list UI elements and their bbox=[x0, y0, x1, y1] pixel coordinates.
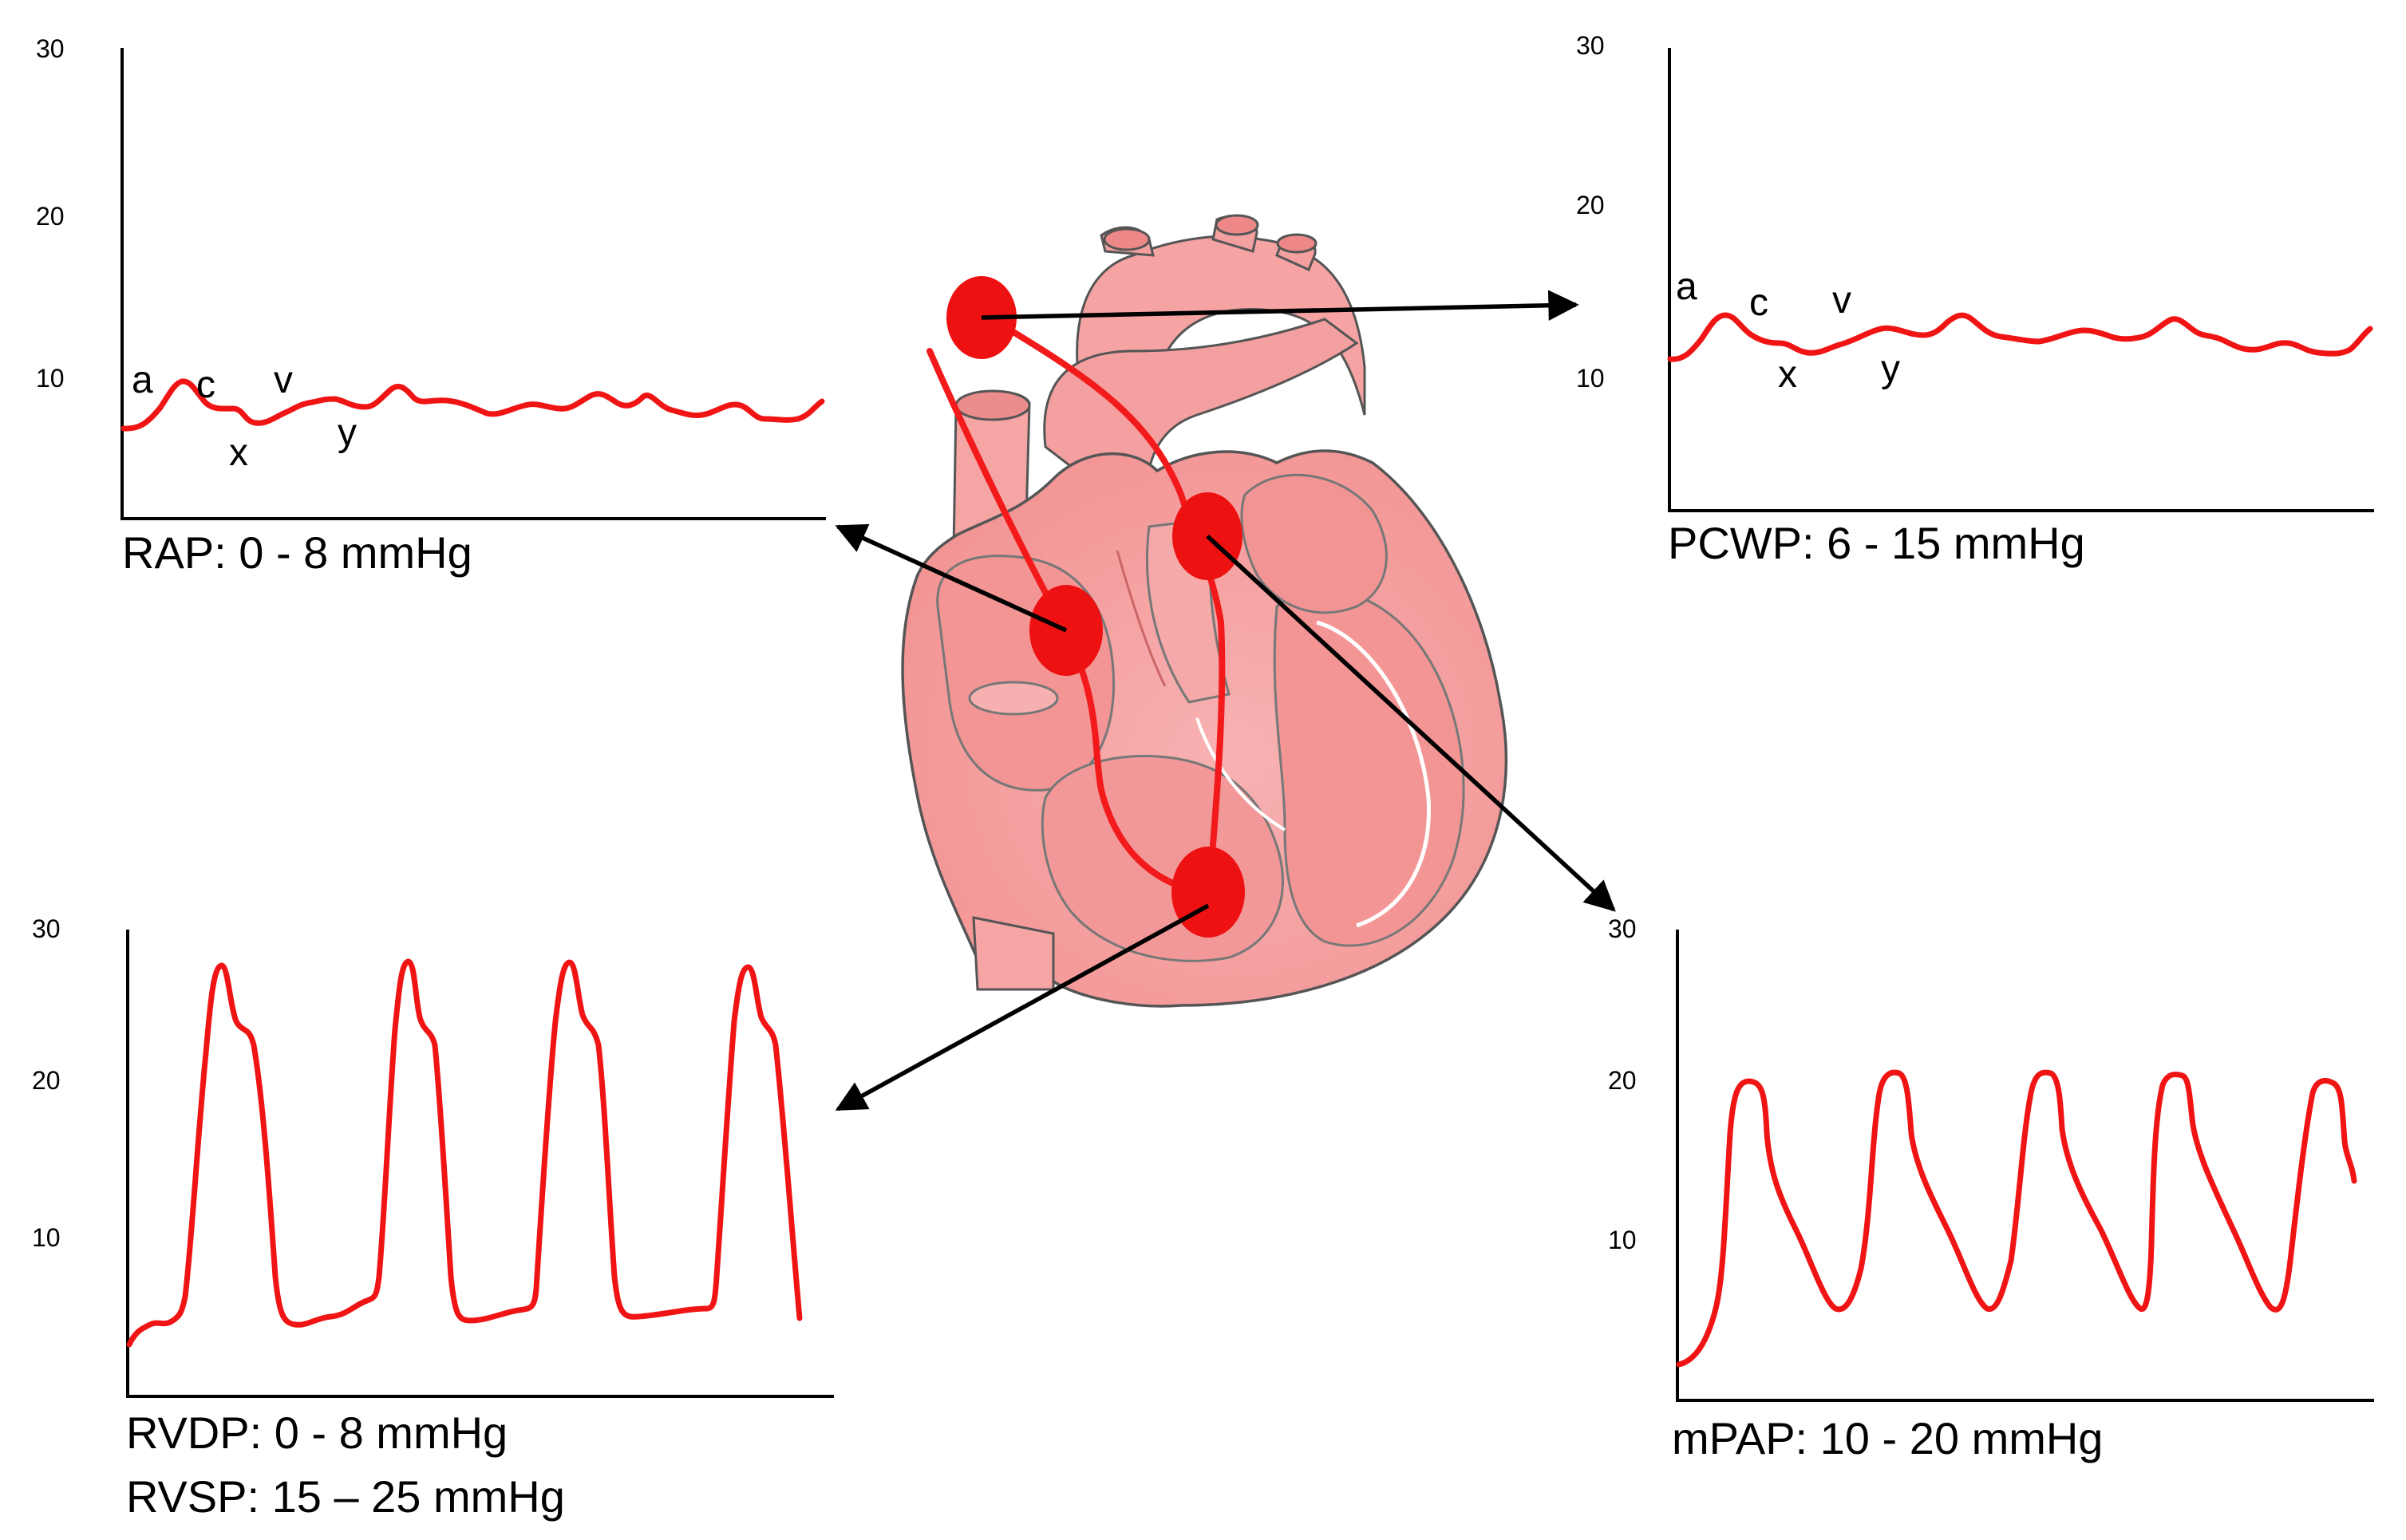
connector-arrows bbox=[835, 290, 1616, 1112]
y-tick-label: 20 bbox=[36, 202, 65, 231]
wave-label-y: y bbox=[1881, 348, 1900, 390]
y-tick-label: 30 bbox=[36, 34, 65, 63]
wave-label-a: a bbox=[132, 359, 153, 401]
wave-label-x: x bbox=[1778, 353, 1797, 396]
arrow-icon bbox=[981, 290, 1579, 321]
y-tick-label: 20 bbox=[1576, 191, 1605, 219]
pcwp-pressure-trace bbox=[1667, 312, 2373, 362]
mpap-range-caption: mPAP: 10 - 20 mmHg bbox=[1672, 1413, 2103, 1463]
y-tick-label: 30 bbox=[1608, 914, 1637, 943]
wave-label-v: v bbox=[1832, 279, 1851, 322]
y-tick-label: 30 bbox=[1576, 31, 1605, 60]
rv-catheter-position-marker bbox=[1171, 847, 1245, 938]
rap-waveform-panel: 30 20 10 a c x v y RAP: 0 - 8 mmHg bbox=[36, 34, 826, 578]
y-tick-label: 10 bbox=[1608, 1226, 1637, 1254]
rap-pressure-trace bbox=[120, 378, 825, 432]
wave-label-c: c bbox=[196, 364, 215, 406]
wave-label-y: y bbox=[338, 412, 357, 454]
rap-range-caption: RAP: 0 - 8 mmHg bbox=[122, 527, 472, 578]
left-atrium-chamber-icon bbox=[1240, 473, 1388, 614]
pap-waveform-panel: 30 20 10 mPAP: 10 - 20 mmHg bbox=[1608, 914, 2374, 1463]
wave-label-c: c bbox=[1749, 282, 1768, 324]
arrow-icon bbox=[835, 903, 1210, 1112]
rv-waveform-panel: 30 20 10 RVDP: 0 - 8 mmHg RVSP: 15 – 25 … bbox=[32, 914, 834, 1522]
rv-pressure-trace bbox=[126, 958, 803, 1348]
y-tick-label: 10 bbox=[32, 1223, 61, 1252]
fossa-ovalis-icon bbox=[968, 681, 1059, 716]
y-tick-label: 20 bbox=[1608, 1066, 1637, 1095]
rvsp-range-caption: RVSP: 15 – 25 mmHg bbox=[126, 1471, 565, 1522]
wave-label-a: a bbox=[1676, 266, 1697, 308]
pcwp-range-caption: PCWP: 6 - 15 mmHg bbox=[1668, 518, 2085, 568]
arrow-icon bbox=[1206, 534, 1616, 912]
y-tick-label: 10 bbox=[1576, 364, 1605, 393]
y-tick-label: 20 bbox=[32, 1066, 61, 1095]
arrow-icon bbox=[835, 523, 1068, 633]
wave-label-x: x bbox=[229, 432, 248, 474]
pap-pressure-trace bbox=[1676, 1069, 2357, 1368]
pcwp-waveform-panel: 30 20 10 a c x v y PCWP: 6 - 15 mmHg bbox=[1576, 31, 2374, 568]
wave-label-v: v bbox=[274, 359, 293, 401]
left-ventricle-chamber-icon bbox=[1273, 589, 1465, 947]
y-tick-label: 30 bbox=[32, 914, 61, 943]
y-tick-label: 10 bbox=[36, 364, 65, 393]
rvdp-range-caption: RVDP: 0 - 8 mmHg bbox=[126, 1408, 508, 1458]
